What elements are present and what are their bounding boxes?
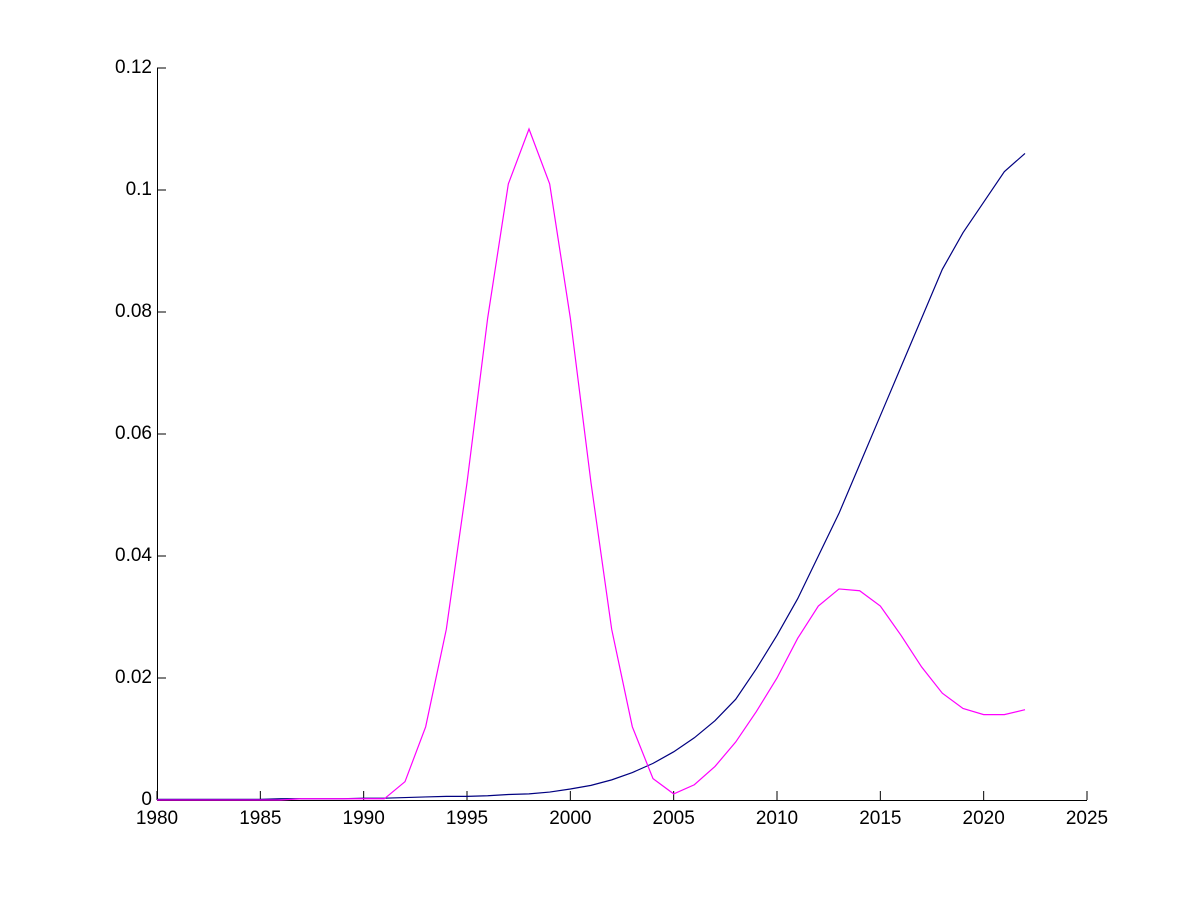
- x-tick-label: 2020: [963, 808, 1005, 829]
- y-tick-label: 0: [141, 789, 152, 810]
- x-tick-label: 1995: [446, 808, 488, 829]
- y-tick-label: 0.04: [115, 545, 152, 566]
- x-tick-label: 2010: [756, 808, 798, 829]
- x-tick-label: 2000: [549, 808, 591, 829]
- x-tick-label: 2015: [859, 808, 901, 829]
- y-tick-label: 0.08: [115, 301, 152, 322]
- series-line: [157, 152, 1026, 800]
- y-tick-label: 0.06: [115, 423, 152, 444]
- y-tick-label: 0.02: [115, 667, 152, 688]
- x-tick-label: 2025: [1066, 808, 1108, 829]
- x-tick-label: 2005: [653, 808, 695, 829]
- x-tick-label: 1980: [136, 808, 178, 829]
- x-tick-label: 1990: [343, 808, 385, 829]
- y-tick-label: 0.1: [126, 179, 152, 200]
- series-line: [157, 127, 1026, 801]
- x-tick-label: 1985: [239, 808, 281, 829]
- y-tick-label: 0.12: [115, 57, 152, 78]
